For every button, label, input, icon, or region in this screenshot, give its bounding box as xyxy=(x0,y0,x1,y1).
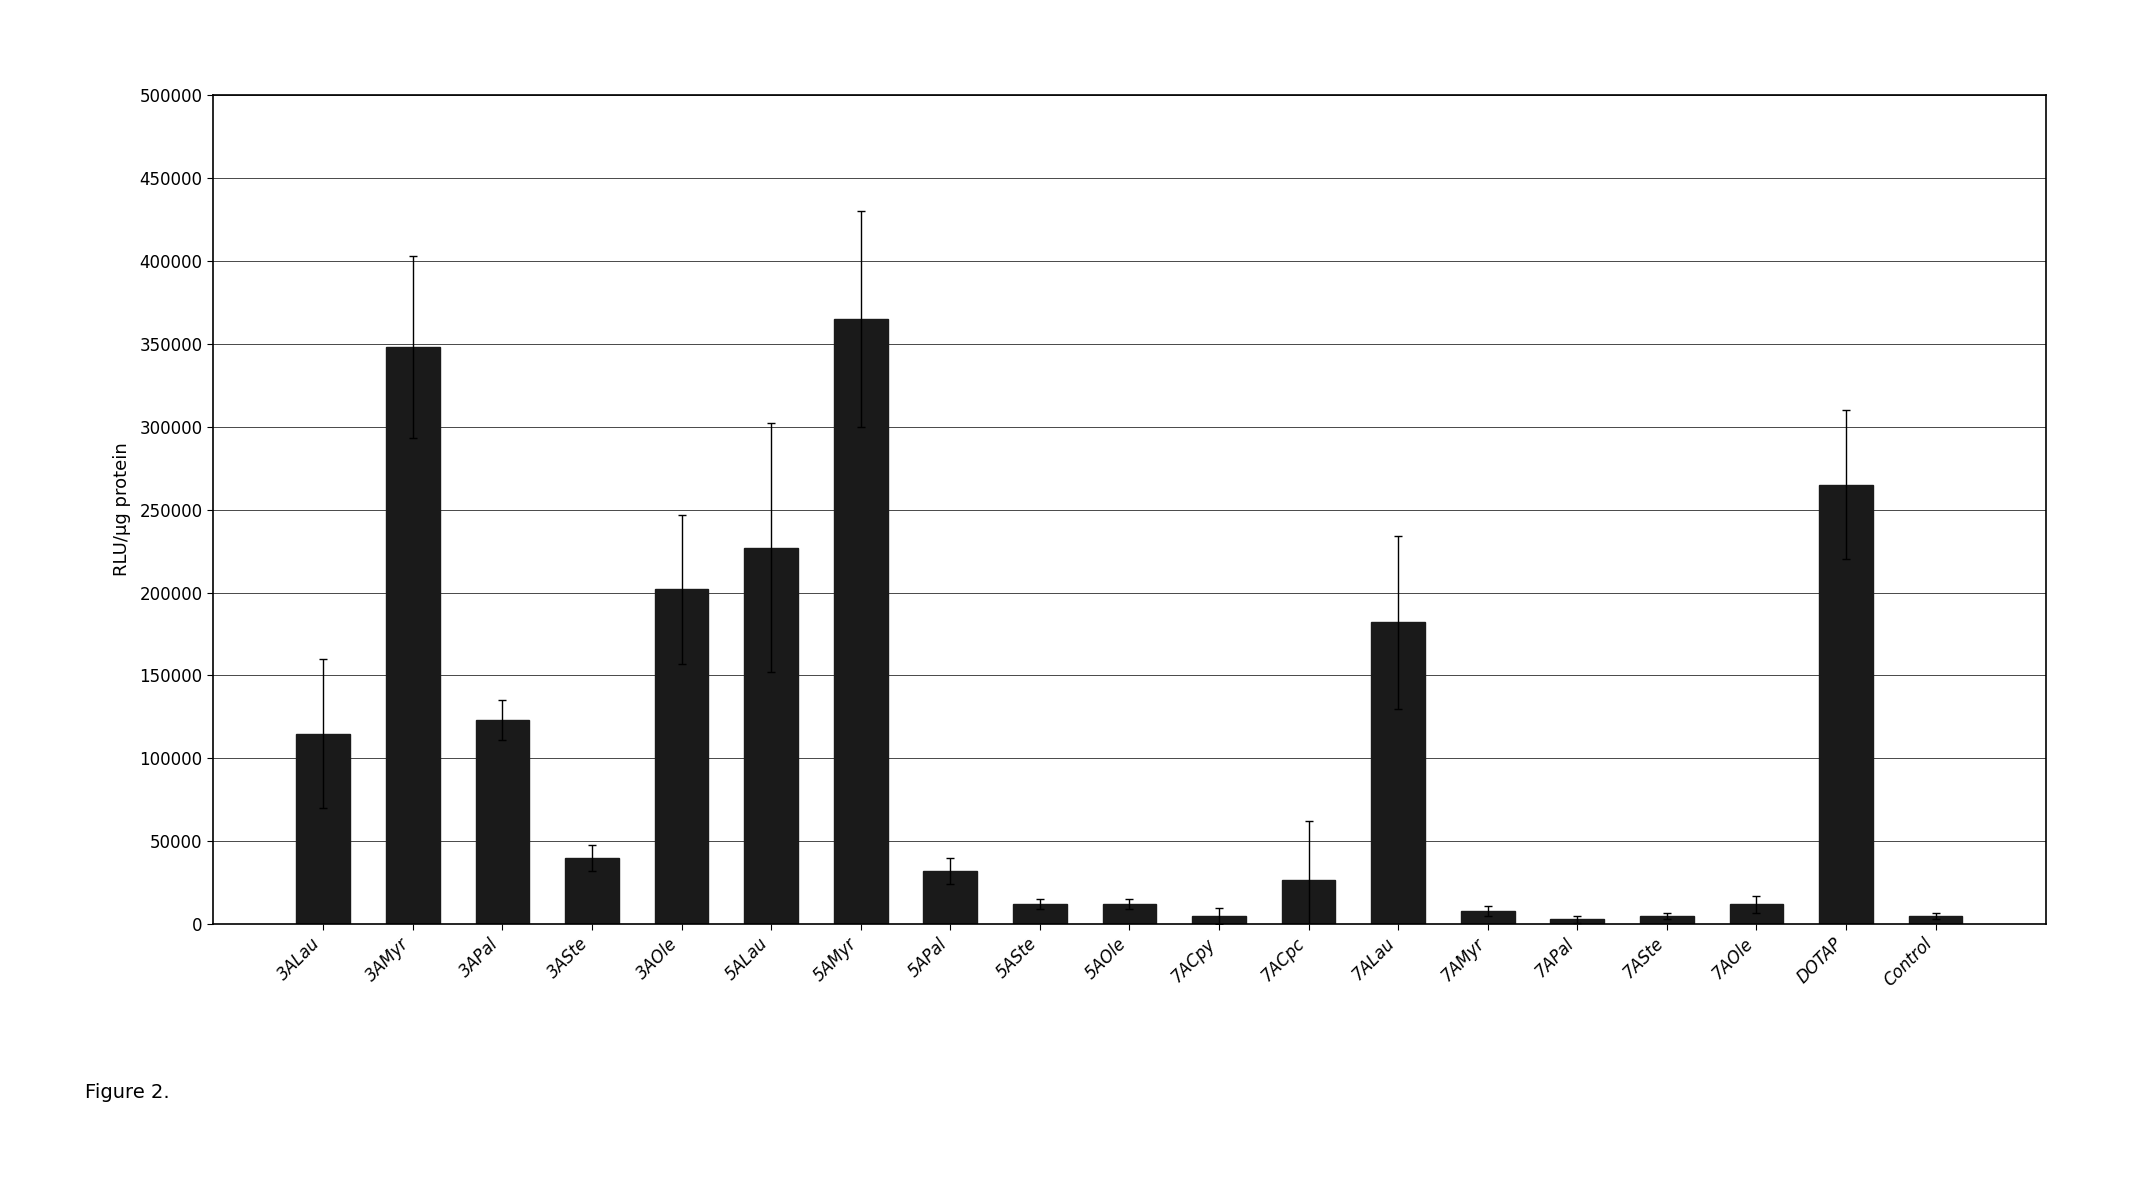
Bar xyxy=(1102,904,1157,924)
Bar xyxy=(475,720,528,924)
Text: Figure 2.: Figure 2. xyxy=(85,1083,170,1102)
Bar xyxy=(1551,920,1605,924)
Bar xyxy=(1191,916,1247,924)
Bar xyxy=(833,319,889,924)
Bar xyxy=(1281,879,1336,924)
Bar xyxy=(1909,916,1963,924)
Bar xyxy=(654,589,707,924)
Y-axis label: RLU/µg protein: RLU/µg protein xyxy=(113,443,132,576)
Bar xyxy=(296,734,349,924)
Bar xyxy=(565,858,618,924)
Bar xyxy=(744,547,797,924)
Bar xyxy=(1012,904,1068,924)
Bar xyxy=(1820,485,1873,924)
Bar xyxy=(923,871,978,924)
Bar xyxy=(1641,916,1694,924)
Bar xyxy=(1730,904,1784,924)
Bar xyxy=(1462,911,1515,924)
Bar xyxy=(1370,622,1426,924)
Bar xyxy=(386,347,439,924)
